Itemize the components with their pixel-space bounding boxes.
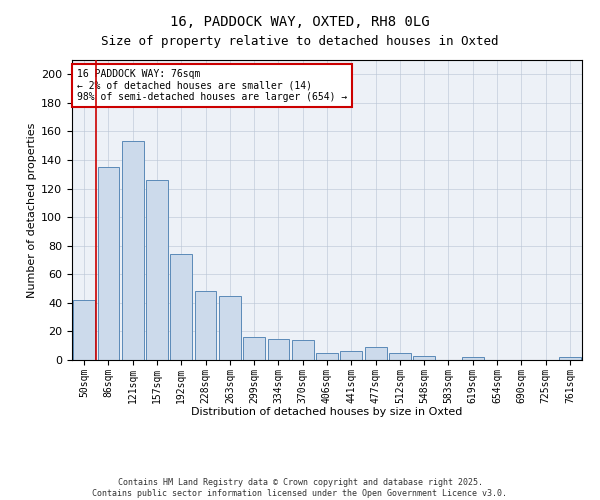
Text: Size of property relative to detached houses in Oxted: Size of property relative to detached ho… (101, 35, 499, 48)
Bar (462, 357, 484, 360)
Bar (292, 340, 314, 360)
Bar (97, 167, 119, 360)
Bar (365, 347, 386, 360)
Bar (73, 300, 95, 360)
Text: Contains HM Land Registry data © Crown copyright and database right 2025.
Contai: Contains HM Land Registry data © Crown c… (92, 478, 508, 498)
X-axis label: Distribution of detached houses by size in Oxted: Distribution of detached houses by size … (191, 407, 463, 417)
Bar (122, 142, 143, 360)
Bar (243, 337, 265, 360)
Bar (146, 180, 168, 360)
Bar (219, 296, 241, 360)
Text: 16 PADDOCK WAY: 76sqm
← 2% of detached houses are smaller (14)
98% of semi-detac: 16 PADDOCK WAY: 76sqm ← 2% of detached h… (77, 69, 347, 102)
Y-axis label: Number of detached properties: Number of detached properties (27, 122, 37, 298)
Bar (170, 254, 192, 360)
Text: 16, PADDOCK WAY, OXTED, RH8 0LG: 16, PADDOCK WAY, OXTED, RH8 0LG (170, 15, 430, 29)
Bar (340, 352, 362, 360)
Bar (559, 357, 581, 360)
Bar (194, 292, 217, 360)
Bar (316, 353, 338, 360)
Bar (268, 338, 289, 360)
Bar (413, 356, 435, 360)
Bar (389, 353, 411, 360)
